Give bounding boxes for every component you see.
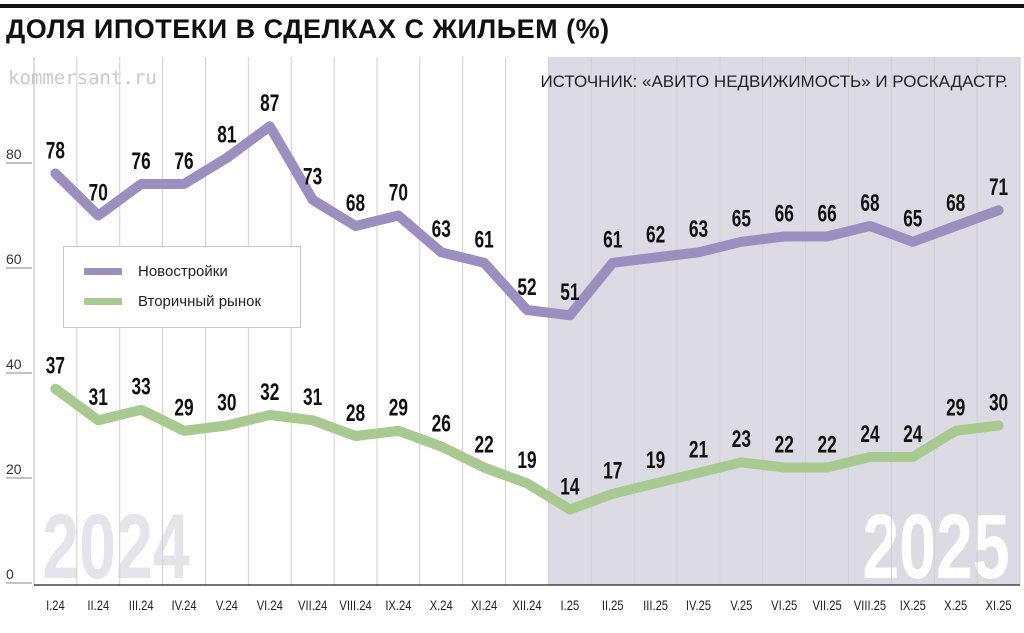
data-label-secondary: 21 bbox=[689, 437, 709, 463]
legend-item-new-builds: Новостройки bbox=[64, 259, 228, 283]
data-label-new-builds: 87 bbox=[260, 91, 279, 117]
x-tick-label: VII.25 bbox=[812, 598, 841, 613]
x-tick-label: V.24 bbox=[216, 598, 238, 613]
data-label-secondary: 31 bbox=[89, 385, 109, 411]
x-tick-label: X.24 bbox=[430, 598, 453, 613]
data-label-new-builds: 62 bbox=[646, 222, 665, 248]
data-label-secondary: 37 bbox=[46, 353, 65, 379]
y-tick-label: 60 bbox=[6, 251, 22, 267]
legend-swatch-secondary bbox=[84, 297, 122, 305]
x-tick-label: III.25 bbox=[643, 598, 668, 613]
data-label-new-builds: 61 bbox=[603, 227, 623, 253]
shade-2025 bbox=[548, 57, 1020, 585]
x-tick-label: IX.24 bbox=[385, 598, 411, 613]
legend-label-new-builds: Новостройки bbox=[138, 262, 228, 280]
x-tick-label: II.25 bbox=[602, 598, 624, 613]
data-label-secondary: 22 bbox=[817, 432, 836, 458]
x-tick-label: XI.24 bbox=[471, 598, 497, 613]
data-label-secondary: 14 bbox=[560, 474, 580, 500]
y-tick-label: 80 bbox=[6, 146, 22, 162]
data-label-new-builds: 70 bbox=[89, 180, 108, 206]
series-line-secondary bbox=[50, 383, 1004, 515]
legend: Новостройки Вторичный рынок bbox=[63, 246, 301, 328]
source-note: ИСТОЧНИК: «АВИТО НЕДВИЖИМОСТЬ» И РОСКАДА… bbox=[540, 72, 1008, 91]
year-label-2025: 2025 bbox=[862, 494, 1009, 597]
data-label-secondary: 32 bbox=[260, 379, 279, 405]
x-tick-label: VI.25 bbox=[771, 598, 797, 613]
legend-item-secondary: Вторичный рынок bbox=[64, 289, 261, 313]
data-label-new-builds: 66 bbox=[775, 201, 794, 227]
y-tick-label: 20 bbox=[6, 461, 22, 477]
data-label-secondary: 19 bbox=[646, 448, 665, 474]
data-label-new-builds: 63 bbox=[689, 217, 708, 243]
data-label-secondary: 26 bbox=[432, 411, 451, 437]
year-label-2024: 2024 bbox=[42, 494, 190, 597]
x-tick-label: I.25 bbox=[561, 598, 580, 613]
data-label-new-builds: 78 bbox=[46, 138, 65, 164]
data-label-secondary: 29 bbox=[174, 395, 193, 421]
data-label-new-builds: 71 bbox=[989, 175, 1009, 201]
x-tick-label: IV.25 bbox=[686, 598, 711, 613]
data-label-new-builds: 68 bbox=[346, 190, 365, 216]
data-label-secondary: 17 bbox=[603, 458, 622, 484]
data-label-new-builds: 68 bbox=[946, 190, 965, 216]
x-tick-label: V.25 bbox=[730, 598, 752, 613]
x-tick-label: VII.24 bbox=[298, 598, 327, 613]
x-tick-label: IV.24 bbox=[172, 598, 197, 613]
data-label-new-builds: 63 bbox=[432, 217, 451, 243]
data-label-new-builds: 52 bbox=[517, 274, 536, 300]
series-line-new-builds bbox=[50, 121, 1004, 321]
data-label-secondary: 33 bbox=[132, 374, 151, 400]
data-label-new-builds: 65 bbox=[732, 206, 752, 232]
x-tick-label: VIII.24 bbox=[339, 598, 371, 613]
data-label-secondary: 30 bbox=[989, 390, 1008, 416]
data-label-secondary: 24 bbox=[903, 421, 923, 447]
data-label-secondary: 29 bbox=[389, 395, 408, 421]
legend-label-secondary: Вторичный рынок bbox=[138, 292, 262, 310]
data-label-secondary: 23 bbox=[732, 427, 751, 453]
data-label-secondary: 28 bbox=[346, 400, 365, 426]
data-label-new-builds: 65 bbox=[903, 206, 923, 232]
x-tick-label: VIII.25 bbox=[854, 598, 886, 613]
data-label-new-builds: 76 bbox=[132, 148, 151, 174]
data-label-new-builds: 73 bbox=[303, 164, 322, 190]
data-label-secondary: 29 bbox=[946, 395, 965, 421]
data-label-new-builds: 70 bbox=[389, 180, 408, 206]
y-tick-label: 40 bbox=[6, 356, 22, 372]
data-label-secondary: 31 bbox=[303, 385, 323, 411]
data-label-secondary: 22 bbox=[475, 432, 494, 458]
x-tick-label: XII.24 bbox=[512, 598, 541, 613]
data-label-new-builds: 51 bbox=[560, 280, 580, 306]
x-tick-label: III.24 bbox=[129, 598, 154, 613]
data-label-new-builds: 81 bbox=[217, 122, 237, 148]
data-label-new-builds: 66 bbox=[817, 201, 836, 227]
legend-swatch-new-builds bbox=[84, 267, 122, 275]
x-tick-label: XI.25 bbox=[986, 598, 1012, 613]
x-tick-label: I.24 bbox=[46, 598, 65, 613]
x-tick-label: VI.24 bbox=[257, 598, 283, 613]
data-label-new-builds: 76 bbox=[174, 148, 193, 174]
x-tick-label: IX.25 bbox=[900, 598, 926, 613]
data-label-new-builds: 68 bbox=[860, 190, 879, 216]
data-label-secondary: 22 bbox=[775, 432, 794, 458]
data-label-secondary: 19 bbox=[517, 448, 536, 474]
data-label-secondary: 24 bbox=[860, 421, 880, 447]
chart-title: ДОЛЯ ИПОТЕКИ В СДЕЛКАХ С ЖИЛЬЕМ (%) bbox=[6, 14, 610, 44]
data-label-secondary: 30 bbox=[217, 390, 236, 416]
data-label-new-builds: 61 bbox=[475, 227, 495, 253]
watermark: kommersant.ru bbox=[8, 67, 157, 89]
x-tick-label: II.24 bbox=[87, 598, 109, 613]
y-tick-label: 0 bbox=[6, 566, 14, 582]
top-rule bbox=[0, 4, 1024, 8]
x-tick-label: X.25 bbox=[944, 598, 967, 613]
